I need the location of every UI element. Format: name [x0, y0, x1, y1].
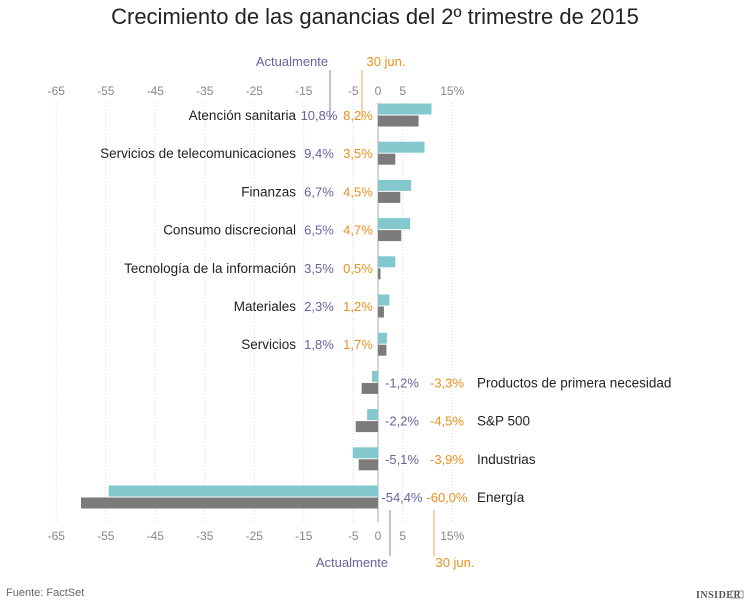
- value-label-june: -60,0%: [426, 490, 468, 505]
- category-label: Consumo discrecional: [163, 223, 296, 238]
- bar-june: [378, 306, 384, 318]
- bars: [81, 103, 432, 509]
- bar-june: [378, 344, 387, 356]
- value-label-june: -3,3%: [430, 375, 464, 390]
- value-label-current: 3,5%: [304, 261, 334, 276]
- value-label-current: -2,2%: [385, 414, 419, 429]
- bar-current: [372, 370, 378, 382]
- bar-june: [358, 459, 378, 471]
- bar-june: [378, 268, 381, 280]
- bar-current: [108, 485, 378, 497]
- bar-current: [378, 179, 412, 191]
- legend-june-top: 30 jun.: [366, 54, 405, 69]
- value-label-june: 1,7%: [343, 337, 373, 352]
- bar-june: [355, 421, 378, 433]
- value-label-june: 4,5%: [343, 184, 373, 199]
- category-label: Servicios: [241, 337, 296, 352]
- bar-current: [367, 409, 378, 421]
- tick-label-bottom: -5: [348, 529, 359, 543]
- value-label-june: 0,5%: [343, 261, 373, 276]
- value-label-current: 6,7%: [304, 184, 334, 199]
- bar-current: [378, 103, 432, 115]
- bar-june: [378, 230, 402, 242]
- value-label-june: -4,5%: [430, 414, 464, 429]
- category-label: Materiales: [234, 299, 297, 314]
- legend: Actualmente 30 jun. Actualmente 30 jun.: [256, 54, 475, 570]
- category-label: Energía: [477, 490, 525, 505]
- insider-logo: INSIDER: [696, 590, 744, 601]
- tick-label-bottom: 0: [375, 529, 382, 543]
- tick-label-top: -35: [196, 84, 214, 98]
- tick-label-top: -15: [295, 84, 313, 98]
- value-label-current: 6,5%: [304, 223, 334, 238]
- bar-current: [378, 141, 425, 153]
- bar-current: [378, 218, 411, 230]
- tick-label-bottom: -65: [48, 529, 66, 543]
- bar-current: [378, 332, 387, 344]
- bar-june: [361, 382, 378, 394]
- legend-current-bottom: Actualmente: [316, 555, 388, 570]
- tick-label-bottom: -55: [97, 529, 115, 543]
- bar-current: [352, 447, 378, 459]
- bar-june: [378, 191, 401, 203]
- category-label: Industrias: [477, 452, 536, 467]
- category-label: Tecnología de la información: [124, 261, 296, 276]
- value-label-june: 8,2%: [343, 108, 373, 123]
- bottom-axis-ticks: -65 -55 -45 -35 -25 -15 -5 0 5 15%: [48, 529, 465, 543]
- tick-label-top: 15%: [440, 84, 464, 98]
- tick-label-top: -25: [246, 84, 264, 98]
- tick-label-bottom: 15%: [440, 529, 464, 543]
- chart-title: Crecimiento de las ganancias del 2º trim…: [111, 4, 639, 29]
- bar-june: [81, 497, 378, 509]
- tick-label-top: -55: [97, 84, 115, 98]
- tick-label-bottom: 5: [399, 529, 406, 543]
- tick-label-top: 0: [375, 84, 382, 98]
- svg-text:INSIDER: INSIDER: [696, 590, 741, 601]
- category-label: Servicios de telecomunicaciones: [100, 146, 296, 161]
- gridlines: [55, 103, 453, 522]
- value-label-current: -54,4%: [381, 490, 423, 505]
- tick-label-bottom: -15: [295, 529, 313, 543]
- tick-label-top: -5: [348, 84, 359, 98]
- bar-june: [378, 153, 396, 165]
- value-label-current: 9,4%: [304, 146, 334, 161]
- tick-label-top: 5: [399, 84, 406, 98]
- tick-label-top: -45: [147, 84, 165, 98]
- legend-current-top: Actualmente: [256, 54, 328, 69]
- tick-label-bottom: -25: [246, 529, 264, 543]
- category-label: S&P 500: [477, 414, 530, 429]
- category-label: Atención sanitaria: [189, 108, 297, 123]
- tick-label-top: -65: [48, 84, 66, 98]
- value-label-current: 10,8%: [301, 108, 338, 123]
- tick-label-bottom: -35: [196, 529, 214, 543]
- value-label-june: 1,2%: [343, 299, 373, 314]
- source-note: Fuente: FactSet: [6, 587, 84, 599]
- value-label-june: 4,7%: [343, 223, 373, 238]
- top-axis-ticks: -65 -55 -45 -35 -25 -15 -5 0 5 15%: [48, 84, 465, 98]
- value-label-current: -1,2%: [385, 375, 419, 390]
- value-label-current: 2,3%: [304, 299, 334, 314]
- bar-current: [378, 294, 390, 306]
- tick-label-bottom: -45: [147, 529, 165, 543]
- value-label-current: 1,8%: [304, 337, 334, 352]
- category-label: Productos de primera necesidad: [477, 375, 671, 390]
- value-label-current: -5,1%: [385, 452, 419, 467]
- bar-current: [378, 256, 396, 268]
- category-labels: Atención sanitaria 10,8% 8,2% Servicios de …: [100, 108, 671, 505]
- value-label-june: 3,5%: [343, 146, 373, 161]
- value-label-june: -3,9%: [430, 452, 464, 467]
- bar-june: [378, 115, 419, 127]
- legend-june-bottom: 30 jun.: [435, 555, 474, 570]
- category-label: Finanzas: [241, 184, 296, 199]
